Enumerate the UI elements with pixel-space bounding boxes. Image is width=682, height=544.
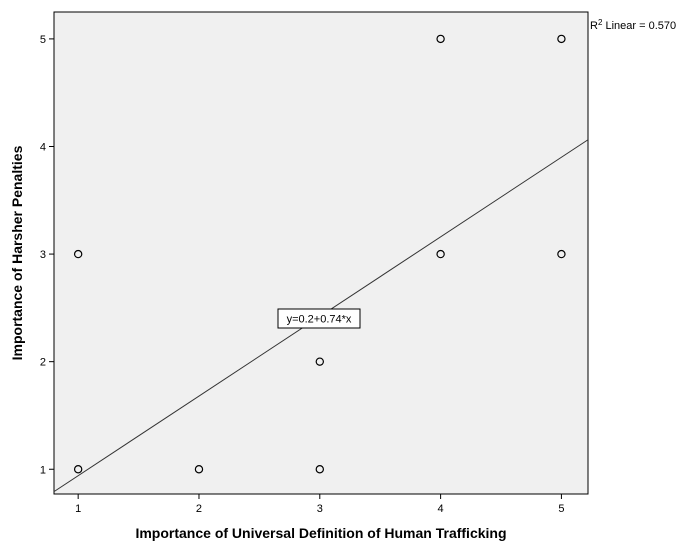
x-tick-label: 3: [317, 503, 323, 515]
data-point: [194, 465, 204, 474]
y-tick-label: 1: [40, 464, 46, 476]
r2-suffix: Linear = 0.570: [602, 20, 676, 32]
data-point: [557, 249, 566, 259]
x-tick-label: 4: [438, 503, 444, 515]
x-tick-label: 2: [196, 503, 202, 515]
x-tick-label: 5: [558, 503, 564, 515]
data-point: [73, 465, 83, 474]
x-axis-ticks: 1 2 3 4 5: [75, 494, 564, 515]
data-points: [73, 34, 566, 474]
fit-equation-label: y=0.2+0.74*x: [287, 314, 352, 326]
r2-prefix: R: [590, 20, 598, 32]
r2-superscript: 2: [598, 18, 603, 27]
y-tick-label: 5: [40, 34, 46, 46]
plot-area: [53, 11, 589, 495]
data-point: [315, 357, 324, 366]
r2-label: R2 Linear = 0.570: [590, 18, 676, 32]
fit-equation-box: y=0.2+0.74*x: [277, 308, 361, 329]
data-point: [436, 249, 445, 259]
y-axis-ticks: 1 2 3 4 5: [40, 34, 54, 476]
x-axis-title: Importance of Universal Definition of Hu…: [135, 525, 506, 541]
data-point: [315, 465, 324, 474]
y-tick-label: 3: [40, 249, 46, 261]
data-point: [557, 34, 566, 44]
y-tick-label: 2: [40, 357, 46, 369]
y-axis-title: Importance of Harsher Penalties: [9, 145, 25, 360]
x-tick-label: 1: [75, 503, 81, 515]
data-point: [73, 249, 83, 259]
y-tick-label: 4: [40, 141, 46, 153]
data-point: [436, 34, 445, 44]
